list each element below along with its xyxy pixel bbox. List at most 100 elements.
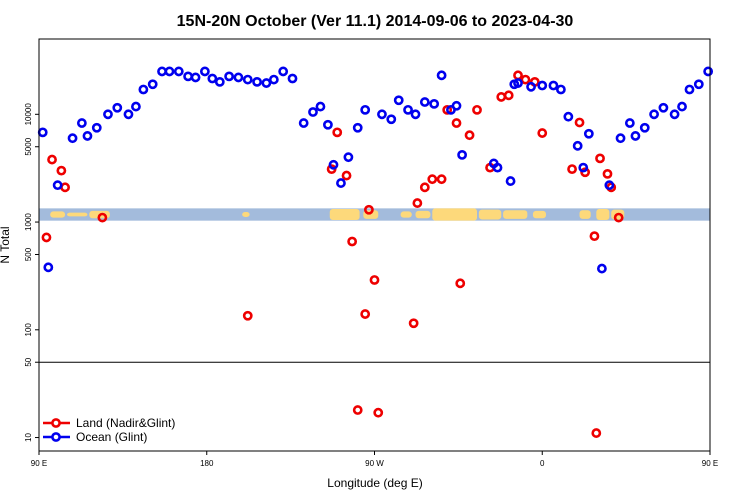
- map-land-12: [579, 210, 591, 219]
- point-0-17: [419, 182, 430, 193]
- point-1-2: [52, 180, 63, 191]
- y-tick-label-1: 50: [24, 357, 33, 366]
- map-land-9: [478, 209, 502, 220]
- map-land-1: [66, 212, 88, 217]
- point-1-5: [82, 131, 93, 141]
- point-1-0: [37, 127, 48, 138]
- legend-marker-0: [51, 418, 61, 428]
- point-0-23: [464, 130, 475, 141]
- point-0-29: [520, 74, 531, 85]
- y-axis-label: N Total: [0, 226, 12, 263]
- point-0-31: [537, 128, 548, 138]
- point-0-12: [364, 204, 374, 215]
- point-1-71: [677, 101, 687, 112]
- point-0-16: [412, 198, 423, 208]
- plot-frame: [38, 38, 711, 452]
- point-1-28: [287, 73, 298, 84]
- point-1-8: [112, 102, 123, 113]
- legend-label-1: Ocean (Glint): [76, 430, 147, 444]
- point-1-12: [147, 79, 158, 90]
- point-1-21: [224, 71, 235, 82]
- y-tick-label-6: 10000: [24, 103, 33, 126]
- point-1-57: [555, 84, 566, 95]
- map-land-6: [400, 211, 412, 218]
- point-0-37: [595, 153, 605, 164]
- point-1-9: [123, 109, 134, 120]
- point-1-64: [615, 133, 626, 144]
- legend: Land (Nadir&Glint)Ocean (Glint): [43, 416, 175, 444]
- x-axis: 90 E 180 90 W 0 90 E: [31, 451, 718, 468]
- point-1-47: [451, 100, 462, 111]
- point-1-69: [658, 102, 669, 113]
- point-1-41: [403, 104, 413, 115]
- y-tick-label-4: 1000: [24, 213, 33, 231]
- point-1-13: [157, 66, 167, 77]
- x-tick-label-1: 180: [200, 459, 214, 468]
- point-0-13: [369, 275, 380, 285]
- point-0-11: [360, 309, 371, 319]
- point-1-37: [360, 104, 371, 115]
- point-1-42: [410, 109, 421, 120]
- point-1-7: [103, 109, 113, 120]
- point-0-15: [408, 318, 419, 329]
- point-1-74: [703, 66, 714, 77]
- point-1-14: [164, 66, 175, 77]
- point-0-0: [41, 232, 52, 243]
- point-0-26: [496, 92, 507, 102]
- map-land-7: [415, 210, 431, 219]
- point-1-53: [513, 78, 523, 88]
- point-1-19: [207, 73, 218, 84]
- y-tick-label-5: 5000: [24, 137, 33, 155]
- point-0-3: [60, 182, 70, 193]
- map-strip: [39, 208, 710, 221]
- point-1-51: [505, 176, 516, 186]
- point-1-50: [492, 162, 503, 173]
- point-0-4: [97, 212, 108, 223]
- point-0-35: [589, 231, 600, 242]
- point-1-44: [429, 98, 440, 109]
- y-tick-label-3: 500: [24, 247, 33, 261]
- point-1-70: [669, 109, 680, 120]
- point-1-10: [131, 101, 141, 112]
- x-tick-label-2: 90 W: [365, 459, 384, 468]
- point-1-25: [261, 78, 272, 88]
- point-0-36: [591, 428, 602, 438]
- data-points: [37, 66, 714, 438]
- map-land-10: [503, 210, 528, 219]
- y-tick-label-0: 10: [24, 433, 33, 442]
- point-1-24: [252, 76, 262, 87]
- map-land-13: [596, 208, 610, 221]
- point-1-72: [684, 84, 695, 95]
- point-0-28: [513, 70, 523, 81]
- point-1-35: [343, 152, 354, 163]
- legend-label-0: Land (Nadir&Glint): [76, 416, 175, 430]
- point-1-29: [298, 118, 309, 128]
- point-1-17: [190, 72, 201, 83]
- point-1-27: [278, 66, 289, 77]
- point-1-31: [315, 101, 326, 112]
- point-1-48: [457, 150, 468, 160]
- point-1-39: [386, 114, 397, 125]
- point-0-33: [574, 117, 585, 128]
- map-land-11: [532, 210, 546, 219]
- point-1-23: [242, 74, 253, 85]
- point-1-73: [693, 79, 704, 90]
- point-1-36: [352, 122, 363, 133]
- point-1-6: [91, 122, 102, 133]
- chart-title: 15N-20N October (Ver 11.1) 2014-09-06 to…: [177, 13, 574, 30]
- point-1-32: [323, 119, 333, 130]
- point-1-63: [604, 180, 615, 191]
- point-1-3: [67, 133, 78, 144]
- point-0-19: [436, 174, 447, 185]
- x-axis-label: Longitude (deg E): [327, 476, 422, 490]
- point-1-59: [572, 140, 583, 151]
- point-0-34: [580, 167, 591, 178]
- point-1-56: [548, 80, 559, 91]
- map-land-4: [329, 208, 360, 221]
- point-1-22: [233, 72, 244, 83]
- point-0-5: [242, 310, 253, 321]
- point-0-7: [332, 127, 343, 138]
- point-0-18: [427, 174, 438, 185]
- point-1-45: [436, 70, 447, 81]
